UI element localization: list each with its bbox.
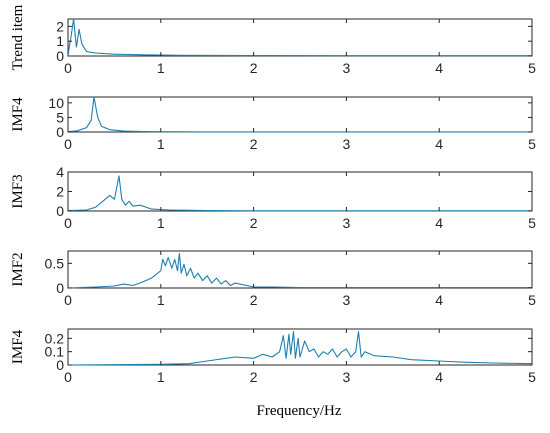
plot-frame [67,18,533,57]
x-tick-label: 3 [343,136,351,152]
y-tick-label: 2 [56,18,64,34]
plot-frame [67,96,533,133]
x-axis-label: Frequency/Hz [257,403,342,419]
x-tick-label: 1 [157,215,165,231]
x-tick-label: 4 [435,136,443,152]
x-tick-label: 0 [64,215,72,231]
x-tick-label: 1 [157,60,165,76]
x-tick-label: 0 [64,60,72,76]
y-axis-label: IMF2 [10,252,26,286]
y-tick-label: 5 [56,109,64,125]
y-tick-label: 0 [56,48,64,64]
y-tick-label: 0.1 [45,344,65,360]
y-axis-label: IMF4 [10,329,26,364]
y-tick-label: 10 [48,95,64,111]
subplot-4: 0 1 2 3 4 5 0 0.5 IMF2 [10,250,536,308]
x-tick-label: 4 [435,215,443,231]
plot-frame [67,171,533,212]
spectrum-line [67,18,532,57]
y-tick-label: 0 [56,203,64,219]
x-tick-label: 5 [528,136,536,152]
y-axis-label: IMF3 [10,174,26,208]
x-tick-label: 3 [343,292,351,308]
x-tick-label: 4 [435,60,443,76]
x-tick-label: 0 [64,292,72,308]
x-tick-label: 3 [343,60,351,76]
x-tick-label: 3 [343,369,351,385]
x-tick-label: 4 [435,292,443,308]
spectrum-line [67,96,532,133]
x-tick-label: 5 [528,60,536,76]
x-tick-label: 1 [157,292,165,308]
x-tick-label: 0 [64,136,72,152]
y-tick-label: 2 [56,184,64,200]
plot-frame [67,250,533,289]
x-tick-label: 5 [528,369,536,385]
x-tick-label: 0 [64,369,72,385]
x-tick-label: 1 [157,369,165,385]
y-tick-label: 0.5 [45,255,65,271]
x-tick-label: 2 [250,136,258,152]
x-tick-label: 2 [250,369,258,385]
y-tick-label: 4 [56,164,64,180]
y-axis-label: IMF4 [10,97,26,132]
y-tick-label: 1 [56,33,64,49]
y-tick-label: 0.2 [45,330,65,346]
x-tick-label: 4 [435,369,443,385]
spectrum-line [67,252,532,289]
y-tick-label: 0 [56,357,64,373]
x-tick-label: 1 [157,136,165,152]
plot-frame [67,328,533,366]
y-tick-label: 0 [56,124,64,140]
spectrum-line [67,331,533,366]
x-tick-label: 3 [343,215,351,231]
x-tick-label: 2 [250,60,258,76]
x-tick-label: 2 [250,292,258,308]
x-tick-label: 5 [528,215,536,231]
y-tick-label: 0 [56,280,64,296]
x-tick-label: 5 [528,292,536,308]
y-axis-label: Trend item [10,4,26,70]
x-tick-label: 2 [250,215,258,231]
